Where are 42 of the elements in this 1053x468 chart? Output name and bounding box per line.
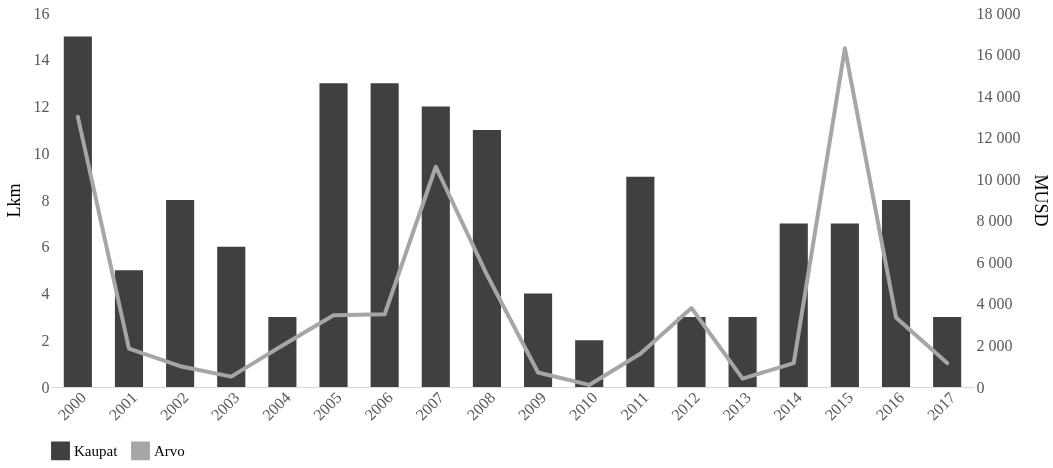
legend-label: Arvo [154, 442, 185, 459]
bar [268, 316, 297, 387]
bar [370, 83, 399, 387]
y2-tick-label: 2 000 [976, 336, 1013, 354]
bar [166, 200, 195, 387]
y-axis-title: Lkm [3, 183, 24, 218]
line-series [75, 46, 950, 387]
y-tick-label: 10 [33, 144, 50, 162]
bar [933, 316, 962, 387]
y2-tick-label: 16 000 [976, 46, 1021, 64]
bar [779, 223, 808, 387]
y2-tick-label: 0 [976, 378, 985, 396]
bar [114, 270, 144, 387]
y-tick-label: 0 [41, 378, 50, 396]
bar [881, 200, 911, 387]
bar [677, 316, 706, 387]
y2-tick-label: 6 000 [976, 253, 1013, 271]
y2-tick-label: 12 000 [976, 129, 1021, 147]
y-tick-label: 4 [41, 285, 50, 302]
bar [217, 246, 246, 387]
y-tick-label: 6 [41, 238, 50, 256]
y-tick-label: 12 [33, 98, 50, 115]
y-tick-label: 2 [41, 331, 50, 349]
y2-tick-label: 14 000 [976, 87, 1021, 105]
bar [830, 223, 859, 387]
bar [626, 176, 655, 387]
y2-tick-label: 18 000 [976, 4, 1021, 22]
bar [472, 129, 501, 387]
y2-axis-title: MUSD [1030, 174, 1051, 227]
bar [728, 316, 757, 387]
bar [524, 293, 553, 387]
bar [575, 340, 604, 387]
bar [319, 83, 348, 387]
y2-tick-label: 4 000 [976, 295, 1013, 313]
legend-label: Kaupat [74, 442, 119, 459]
y-tick-label: 8 [41, 191, 50, 209]
y2-tick-label: 10 000 [976, 170, 1021, 188]
y-tick-label: 14 [33, 51, 50, 69]
bar [63, 36, 92, 387]
y-tick-label: 16 [33, 4, 50, 22]
bar [421, 106, 450, 387]
y2-tick-label: 8 000 [976, 212, 1013, 230]
